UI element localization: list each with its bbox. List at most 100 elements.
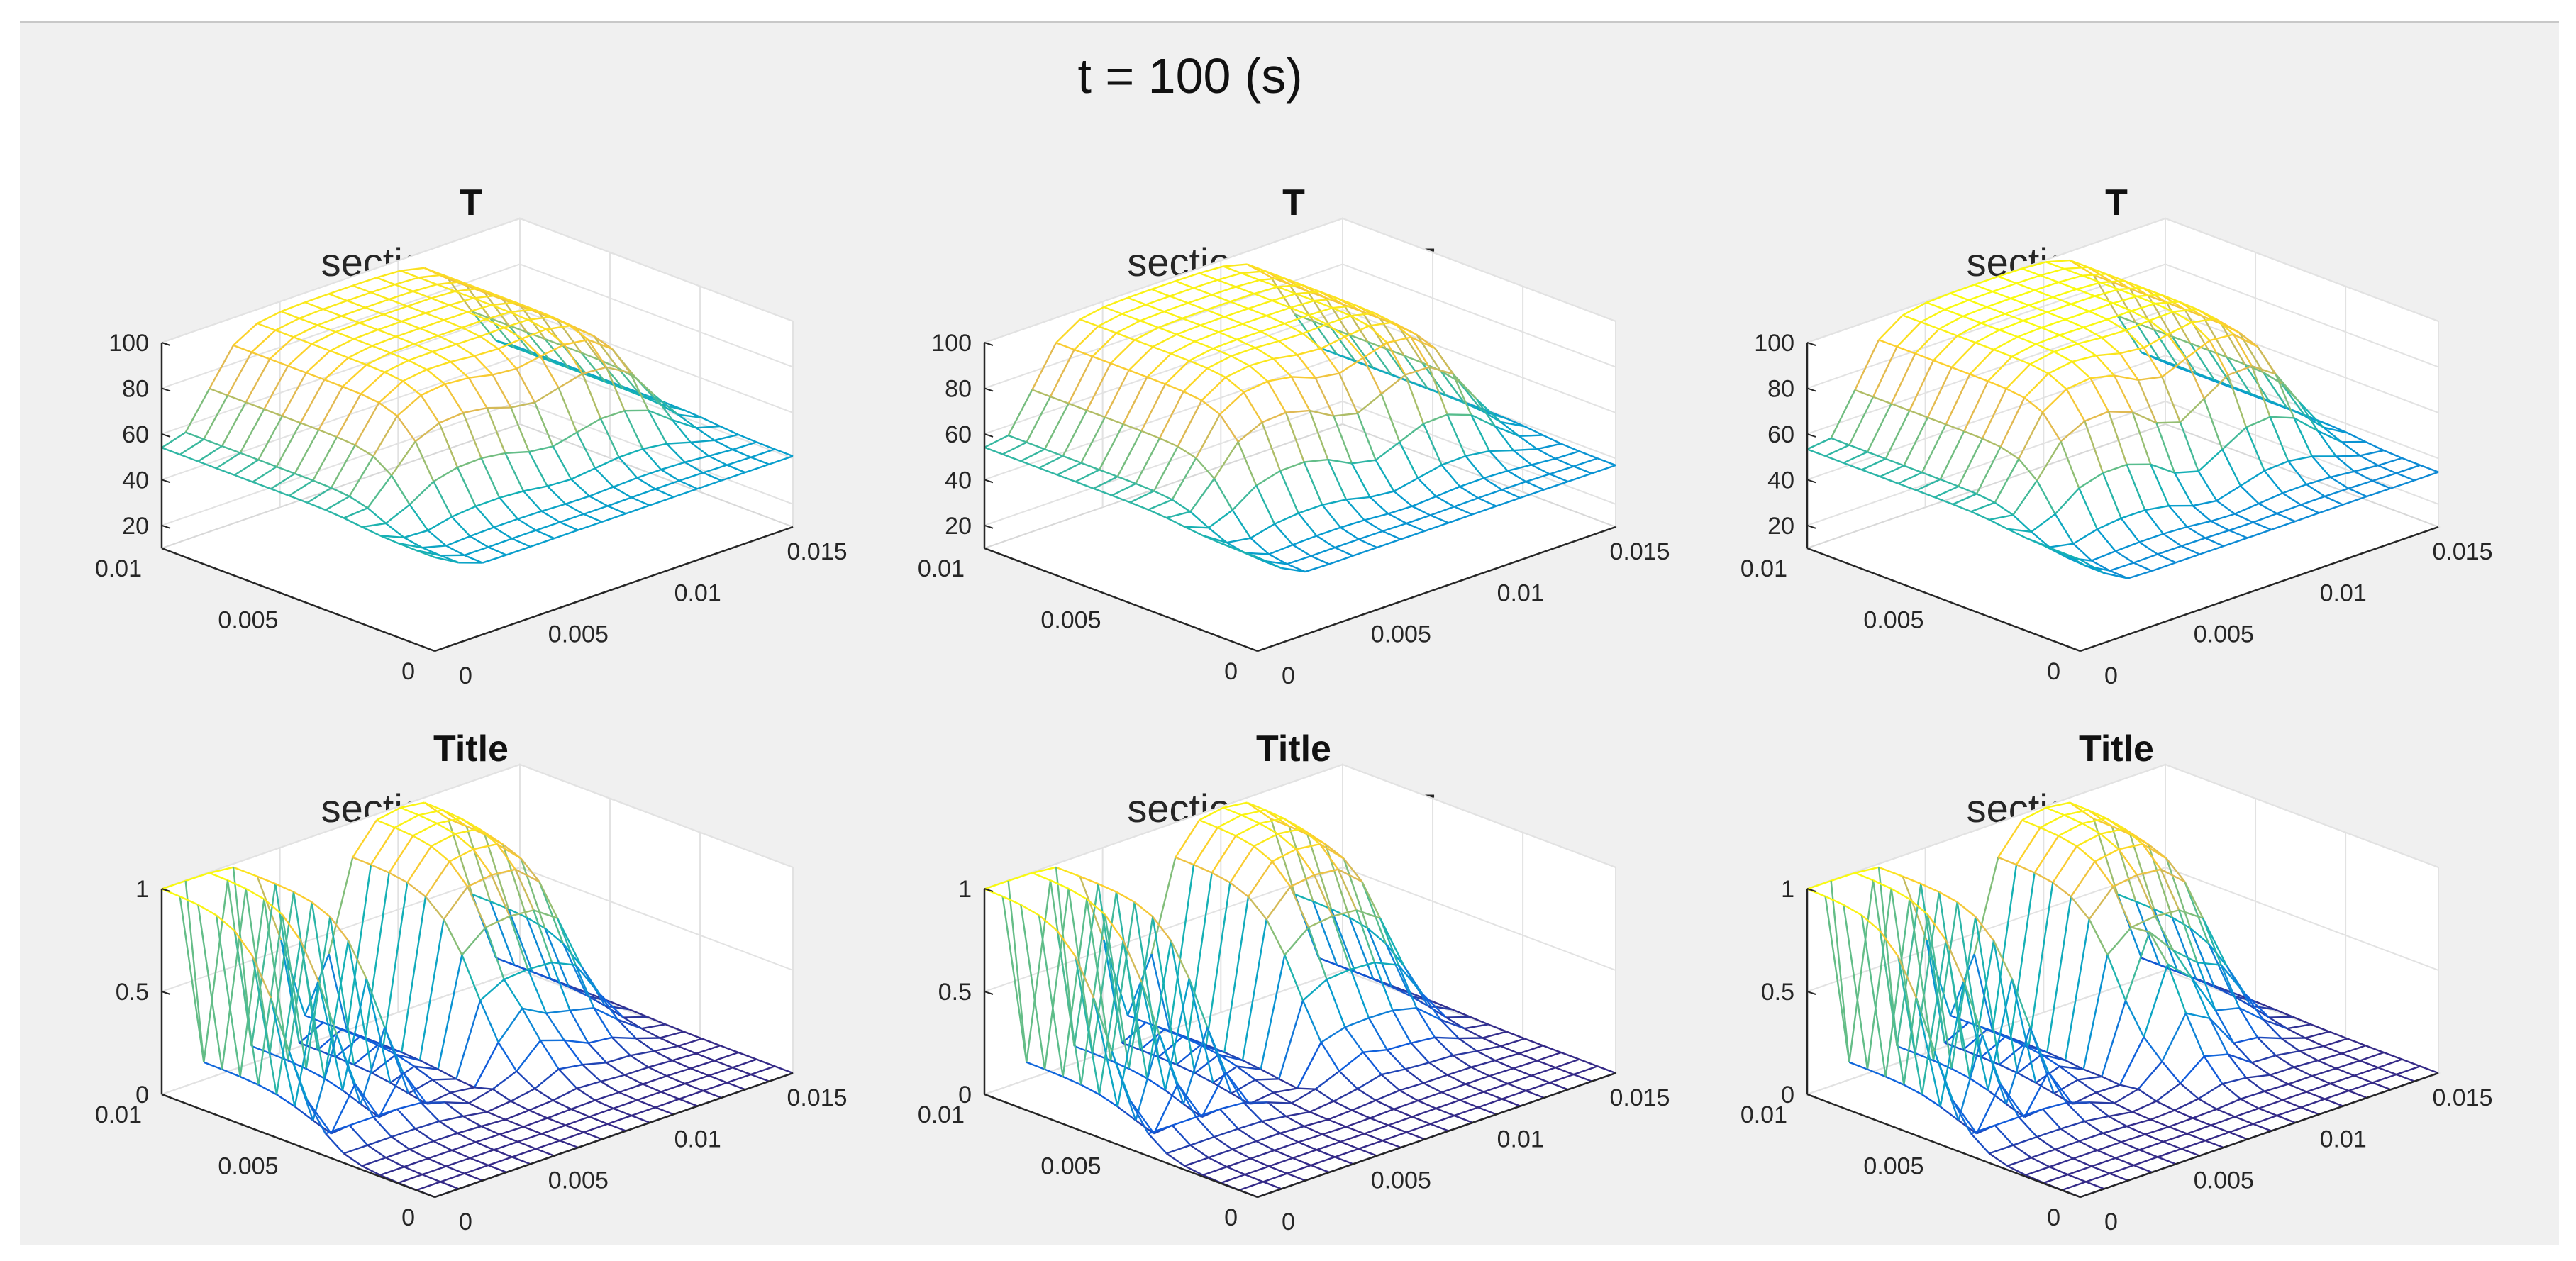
mesh-edge [589, 1116, 609, 1125]
mesh-edge [2061, 1181, 2087, 1191]
mesh-edge [2300, 1106, 2320, 1116]
y-axis-line [161, 1093, 435, 1199]
mesh-edge [1489, 1067, 1514, 1077]
mesh-edge [461, 318, 487, 329]
mesh-edge [2282, 1091, 2307, 1101]
mesh-edge [648, 410, 668, 445]
mesh-edge [672, 1052, 697, 1062]
mesh-edge [245, 887, 265, 900]
mesh-edge [299, 940, 320, 982]
mesh-edge [1423, 413, 1448, 425]
mesh-edge [2174, 470, 2199, 474]
mesh-edge [2138, 1149, 2158, 1158]
mesh-edge [2045, 259, 2070, 263]
mesh-edge [1489, 449, 1514, 452]
mesh-edge [514, 869, 535, 911]
mesh-edge [1465, 450, 1490, 457]
mesh-edge [1213, 478, 1233, 511]
mesh-edge [526, 331, 545, 340]
mesh-edge [2214, 318, 2235, 335]
mesh-edge [563, 344, 584, 374]
mesh-edge [2016, 864, 2036, 874]
mesh-edge [1902, 301, 1927, 316]
mesh-edge [2256, 346, 2277, 375]
mesh-edge [558, 1063, 583, 1070]
mesh-edge [672, 419, 692, 443]
mesh-edge [1507, 464, 1532, 472]
mesh-edge [2383, 1051, 2403, 1060]
mesh-edge [2372, 479, 2392, 489]
mesh-edge [352, 284, 372, 294]
mesh-edge [1211, 294, 1231, 303]
mesh-edge [1163, 311, 1183, 320]
mesh-edge [1379, 918, 1399, 966]
mesh-edge [1241, 918, 1267, 1061]
mesh-edge [701, 416, 721, 428]
mesh-edge [1340, 526, 1360, 540]
mesh-edge [491, 868, 516, 876]
mesh-edge [444, 1101, 464, 1117]
mesh-edge [2167, 321, 2192, 335]
mesh-edge [245, 888, 271, 1054]
mesh-edge [1345, 1126, 1365, 1135]
mesh-edge [492, 1088, 511, 1102]
mesh-edge [1176, 324, 1201, 335]
mesh-edge [1020, 904, 1046, 1070]
mesh-edge [1542, 434, 1562, 445]
subplot-title: T [1282, 182, 1305, 223]
z-tick [1806, 524, 1816, 529]
mesh-edge [1272, 299, 1291, 309]
mesh-edge [161, 447, 181, 456]
mesh-edge [1086, 362, 1112, 411]
mesh-edge [197, 445, 223, 462]
mesh-edge [1411, 1116, 1431, 1125]
mesh-edge [2238, 1007, 2259, 1038]
mesh-edge [1314, 299, 1333, 309]
mesh-edge [1152, 345, 1172, 355]
mesh-edge [1044, 448, 1064, 457]
mesh-edge [2347, 432, 2366, 443]
mesh-edge [1848, 880, 1875, 1062]
mesh-edge [702, 472, 722, 482]
mesh-edge [2065, 389, 2086, 422]
mesh-edge [2167, 963, 2192, 979]
mesh-edge [1170, 340, 1196, 355]
mesh-edge [431, 1079, 452, 1094]
mesh-edge [1970, 501, 1996, 513]
mesh-edge [550, 962, 571, 1011]
mesh-edge [1315, 1088, 1334, 1102]
mesh-edge [2275, 373, 2301, 404]
mesh-edge [2240, 1090, 2265, 1100]
mesh-edge [732, 448, 752, 458]
mesh-edge [2042, 388, 2067, 413]
mesh-edge [443, 311, 468, 321]
mesh-edge [1188, 978, 1214, 1083]
mesh-edge [1092, 997, 1118, 1107]
mesh-edge [2091, 560, 2111, 572]
mesh-edge [1392, 1007, 1417, 1011]
mesh-edge [1332, 909, 1357, 918]
mesh-edge [551, 316, 571, 327]
mesh-edge [594, 1091, 620, 1101]
z-tick-label: 0.5 [116, 979, 149, 1006]
mesh-edge [2204, 529, 2230, 539]
mesh-edge [1477, 489, 1503, 499]
y-tick-label: 0.01 [1741, 555, 1787, 582]
mesh-edge [377, 1044, 396, 1055]
mesh-edge [1355, 360, 1374, 370]
mesh-edge [1223, 307, 1249, 318]
mesh-edge [1416, 1007, 1436, 1038]
mesh-edge [421, 1165, 447, 1176]
mesh-edge [455, 287, 479, 292]
mesh-edge [1314, 377, 1335, 417]
mesh-edge [2335, 455, 2355, 472]
mesh-edge [2365, 1045, 2385, 1054]
mesh-edge [1848, 1061, 1868, 1070]
mesh-edge [1392, 321, 1417, 335]
mesh-edge [367, 1144, 387, 1159]
mesh-edge [1406, 1123, 1431, 1133]
mesh-edge [666, 1075, 686, 1085]
mesh-edge [2144, 1126, 2170, 1135]
mesh-edge [533, 909, 558, 919]
mesh-edge [1989, 1144, 2014, 1155]
